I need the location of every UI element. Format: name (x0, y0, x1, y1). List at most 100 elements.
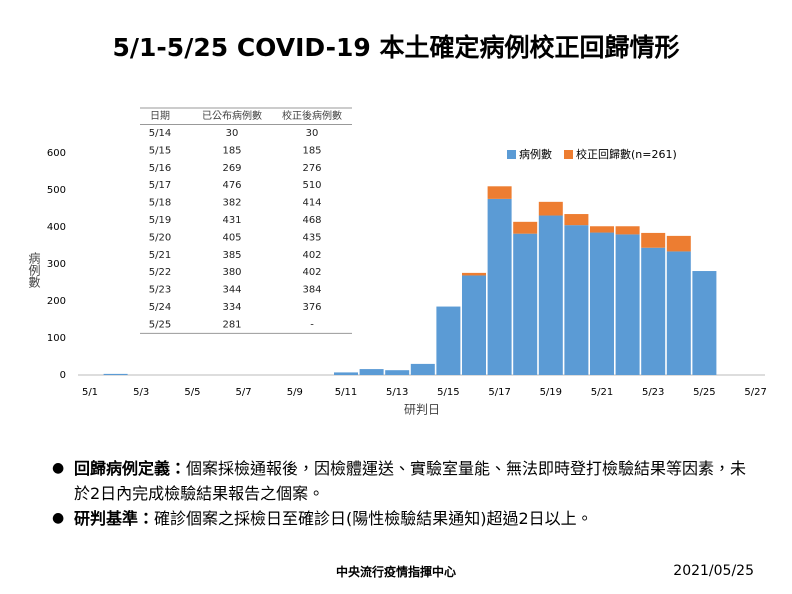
table-cell: 276 (302, 163, 321, 174)
legend-swatch (507, 150, 516, 159)
table-cell: 382 (222, 198, 241, 209)
notes: 回歸病例定義：個案採檢通報後，因檢體運送、實驗室量能、無法即時登打檢驗結果等因素… (52, 456, 752, 531)
table-cell: 185 (302, 145, 321, 156)
slide-title: 5/1-5/25 COVID-19 本土確定病例校正回歸情形 (112, 33, 680, 62)
table-cell: 269 (222, 163, 241, 174)
table-cell: 376 (302, 302, 321, 313)
bar (564, 214, 589, 226)
x-axis-title: 研判日 (404, 403, 440, 417)
bar (487, 186, 512, 199)
table-cell: 414 (302, 198, 321, 209)
table-cell: 5/19 (149, 215, 171, 226)
table-cell: 30 (226, 128, 239, 139)
y-tick-label: 200 (47, 296, 66, 307)
table-header: 校正後病例數 (282, 109, 342, 122)
bar (513, 233, 538, 375)
bar (564, 225, 589, 375)
y-tick-label: 100 (47, 333, 66, 344)
x-tick-label: 5/27 (744, 387, 766, 398)
bar (538, 215, 563, 375)
bar (615, 226, 640, 235)
y-tick-label: 500 (47, 185, 66, 196)
table-cell: 402 (302, 250, 321, 261)
bar (359, 369, 384, 375)
table-cell: 5/24 (149, 302, 171, 313)
bar (641, 232, 666, 248)
table-cell: 5/14 (149, 128, 171, 139)
bar (590, 232, 614, 375)
x-tick-label: 5/1 (82, 387, 98, 398)
x-tick-label: 5/11 (335, 387, 357, 398)
bar (538, 201, 563, 216)
table-cell: 405 (222, 232, 241, 243)
note-label: 回歸病例定義： (74, 459, 187, 478)
table-header: 日期 (150, 110, 170, 122)
note-text: 確診個案之採檢日至確診日(陽性檢驗結果通知)超過2日以上。 (154, 509, 593, 528)
table-cell: 5/16 (149, 163, 171, 174)
table-cell: 185 (222, 145, 241, 156)
x-tick-label: 5/23 (642, 387, 664, 398)
footer-org: 中央流行疫情指揮中心 (335, 565, 456, 579)
y-axis-title: 病例數 (27, 251, 41, 288)
legend-label: 校正回歸數(n=261) (576, 147, 677, 161)
bar (436, 306, 461, 375)
bar (462, 272, 486, 276)
x-tick-label: 5/3 (133, 387, 149, 398)
legend-label: 病例數 (519, 147, 552, 161)
table-cell: 281 (222, 319, 241, 330)
table-header: 已公布病例數 (202, 109, 262, 122)
bar (487, 198, 512, 375)
table-cell: 30 (306, 128, 319, 139)
footer-date: 2021/05/25 (673, 563, 754, 579)
bar (462, 275, 486, 375)
bar (615, 234, 640, 375)
legend-swatch (564, 150, 573, 159)
table-cell: 5/18 (149, 198, 171, 209)
table-cell: 380 (222, 267, 241, 278)
table-cell: 334 (222, 302, 241, 313)
table-cell: 468 (302, 215, 321, 226)
table-cell: 510 (302, 180, 321, 191)
note-text: 個案採檢通報後，因檢體運送、實驗室量能、無法即時登打檢驗結果等因素，未於2日內完… (74, 459, 747, 503)
bar (410, 363, 435, 375)
table-cell: 385 (222, 250, 241, 261)
table-cell: 402 (302, 267, 321, 278)
note: 研判基準：確診個案之採檢日至確診日(陽性檢驗結果通知)超過2日以上。 (52, 506, 752, 531)
note: 回歸病例定義：個案採檢通報後，因檢體運送、實驗室量能、無法即時登打檢驗結果等因素… (52, 456, 752, 506)
x-tick-label: 5/7 (236, 387, 252, 398)
bar (513, 221, 538, 234)
x-tick-label: 5/9 (287, 387, 303, 398)
note-label: 研判基準： (74, 509, 155, 528)
table-cell: 5/17 (149, 180, 171, 191)
table-cell: 431 (222, 215, 241, 226)
table-cell: 344 (222, 285, 241, 296)
bar (103, 373, 128, 375)
x-tick-label: 5/15 (437, 387, 459, 398)
x-tick-label: 5/13 (386, 387, 408, 398)
y-tick-label: 400 (47, 222, 66, 233)
table-cell: 384 (302, 285, 321, 296)
x-tick-label: 5/21 (591, 387, 613, 398)
bar (641, 247, 666, 375)
y-tick-label: 600 (47, 148, 66, 159)
table-cell: 5/21 (149, 250, 171, 261)
table-cell: 5/25 (149, 319, 171, 330)
x-tick-label: 5/5 (184, 387, 200, 398)
table-cell: 5/22 (149, 267, 171, 278)
bar (590, 226, 614, 233)
y-tick-label: 300 (47, 259, 66, 270)
bar (692, 271, 717, 375)
table-cell: 5/20 (149, 232, 171, 243)
y-tick-label: 0 (60, 370, 66, 381)
x-tick-label: 5/25 (693, 387, 715, 398)
x-tick-label: 5/19 (540, 387, 562, 398)
x-tick-label: 5/17 (488, 387, 510, 398)
bar (334, 372, 358, 375)
table-cell: 5/23 (149, 285, 171, 296)
table-cell: - (310, 319, 314, 330)
table-cell: 476 (222, 180, 241, 191)
table-cell: 435 (302, 232, 321, 243)
